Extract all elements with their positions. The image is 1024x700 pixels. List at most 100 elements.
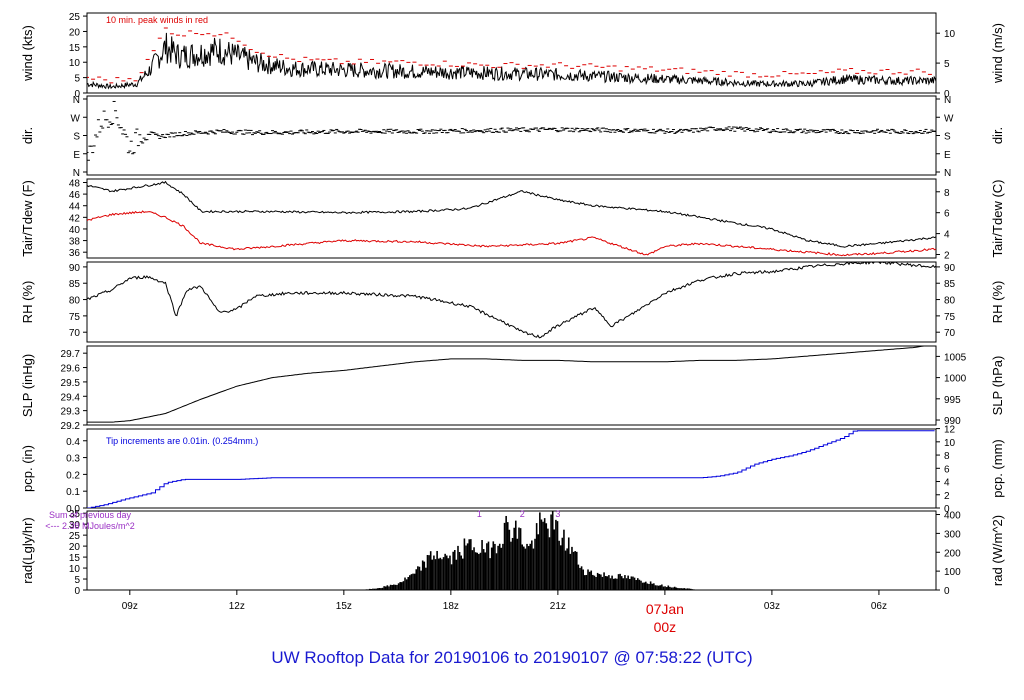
y2-tick-label: 0 [944,586,950,597]
y-tick-label: 0.4 [66,437,80,448]
time-tick-label: 21z [550,601,566,612]
y2-tick-label: 1000 [944,374,967,385]
panel-frame [86,178,937,259]
y-tick-label: E [73,150,80,161]
y-tick-label: 29.7 [61,349,81,360]
y2-axis-label: wind (m/s) [990,23,1005,84]
y-tick-label: 10 [69,564,81,575]
y-axis-label: wind (kts) [20,25,35,82]
time-tick-label: 12z [229,601,245,612]
y-axis-label: pcp. (in) [20,445,35,492]
time-tick-label: 15z [336,601,352,612]
panel-plot-area [87,100,936,161]
y2-tick-label: 0 [944,504,950,515]
panel-frame [86,95,937,176]
y-tick-label: 29.5 [61,378,81,389]
y2-axis-label: dir. [990,127,1005,144]
panel-pcp: pcp. (in) pcp. (mm) 0.0 0.1 0.2 0.3 0.4 0 2 4 6 8 10… [20,425,1005,515]
y-tick-label: N [73,168,80,179]
y-tick-label: 75 [69,312,81,323]
radiation-marker: 3 [555,509,560,519]
radiation-sum-value: <--- 2.38 MJoules/m^2 [45,521,135,531]
y2-axis-label: rad (W/m^2) [990,515,1005,586]
y-tick-label: 5 [74,74,80,85]
y2-tick-label: 8 [944,451,950,462]
y2-tick-label: 2 [944,491,950,502]
panel-plot-area [87,346,927,423]
y-tick-label: 0 [74,586,80,597]
panel-rad: rad(Lgly/hr) rad (W/m^2)05101520253035010… [20,509,1005,597]
y-tick-label: 40 [69,225,81,236]
y-tick-label: 30 [69,520,81,531]
y-tick-label: 20 [69,27,81,38]
panel-plot-area [87,180,936,257]
time-tick-label: 06z [871,601,887,612]
y-tick-label: N [73,95,80,106]
panel-plot-area [87,27,936,90]
y-tick-label: 5 [74,575,80,586]
y2-tick-label: 200 [944,548,961,559]
y-axis-label: RH (%) [20,281,35,324]
y2-tick-label: 1005 [944,352,967,363]
y-tick-label: 44 [69,202,81,213]
y-tick-label: 0.3 [66,454,80,465]
tip-increment-note: Tip increments are 0.01in. (0.254mm.) [106,436,258,446]
y2-tick-label: S [944,132,951,143]
panel-temp: Tair/Tdew (F) Tair/Tdew (C)36384042444648… [20,178,1005,261]
y-tick-label: 46 [69,190,81,201]
y2-tick-label: 5 [944,59,950,70]
wind-speed-line [87,32,936,90]
y-tick-label: 0 [74,89,80,100]
panel-wind: wind (kts) wind (m/s) 0 5 10 15 20 25 0 5 10 10 min… [20,12,1005,100]
y-tick-label: 20 [69,542,81,553]
time-tick-label: 09z [122,601,138,612]
pcp-series-line [87,430,935,508]
y2-tick-label: 85 [944,279,956,290]
y-tick-label: 25 [69,12,81,23]
y-tick-label: 29.3 [61,407,81,418]
y-tick-label: 38 [69,237,81,248]
y2-tick-label: 6 [944,209,950,220]
time-axis: 09z 12z 15z 18z 21z 03z 06z 07Jan 00z [122,590,887,635]
y2-tick-label: 12 [944,425,956,436]
y2-tick-label: 4 [944,230,950,241]
time-tick-label: 18z [443,601,459,612]
panel-slp: SLP (inHg) SLP (hPa) 29.2 29.3 29.4 29.5 29.6 2… [20,345,1005,432]
y-tick-label: 0.2 [66,470,80,481]
y2-tick-label: 4 [944,478,950,489]
radiation-sum-label: Sum of previous day [49,510,132,520]
temp-series-line [87,180,936,248]
y-tick-label: 29.6 [61,364,81,375]
y2-tick-label: 10 [944,29,956,40]
panel-plot-area [87,262,936,339]
y-tick-label: 15 [69,43,81,54]
y2-tick-label: 90 [944,263,956,274]
y-tick-label: 10 [69,58,81,69]
peak-wind-note: 10 min. peak winds in red [106,15,208,25]
y-tick-label: 0.1 [66,487,80,498]
y-tick-label: 15 [69,553,81,564]
y-tick-label: 0.0 [66,504,80,515]
y2-tick-label: 75 [944,312,956,323]
footer-title: UW Rooftop Data for 20190106 to 20190107… [271,648,753,667]
y2-tick-label: E [944,150,951,161]
panel-frame [86,12,937,94]
y-tick-label: 85 [69,279,81,290]
y2-axis-label: pcp. (mm) [990,439,1005,498]
time-tick-label: 03z [764,601,780,612]
y2-tick-label: 70 [944,328,956,339]
radiation-marker: 1 [477,509,482,519]
radiation-marker: 2 [520,509,525,519]
y-tick-label: 90 [69,263,81,274]
y2-axis-label: RH (%) [990,281,1005,324]
y-tick-label: 70 [69,328,81,339]
slp-series-line [87,346,927,423]
y-tick-label: 29.4 [61,392,81,403]
y2-tick-label: W [944,113,954,124]
y-tick-label: 48 [69,178,81,189]
y-tick-label: 36 [69,248,81,259]
panel-frame [86,261,937,343]
y2-axis-label: SLP (hPa) [990,356,1005,416]
